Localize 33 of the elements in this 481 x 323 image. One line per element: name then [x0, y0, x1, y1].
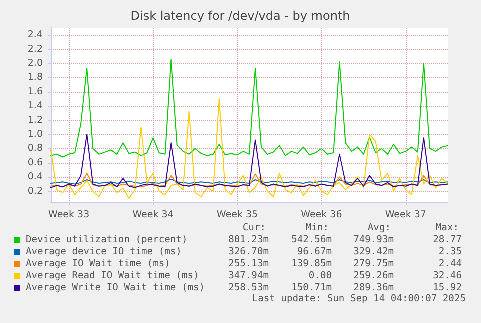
- y-tick-label: 0.2: [28, 186, 43, 197]
- x-tick-label: Week 35: [216, 210, 258, 220]
- legend-label: Average device IO time (ms): [26, 246, 182, 258]
- legend-label: Average Read IO Wait time (ms): [26, 270, 200, 282]
- y-tick-label: 0.6: [28, 157, 43, 168]
- y-tick-label: 2.0: [28, 58, 43, 70]
- y-tick-label: 2.2: [28, 44, 43, 55]
- text: 255.13m 139.85m 279.75m 2.44: [228, 258, 462, 270]
- text: 258.53m 150.71m 289.36m 15.92: [228, 282, 462, 294]
- y-tick-label: 1.8: [28, 72, 43, 84]
- text: 801.23m 542.56m 749.93m 28.77: [228, 234, 462, 246]
- legend-label: Device utilization (percent): [26, 234, 188, 246]
- text: 326.70m 96.67m 329.42m 2.35: [228, 246, 462, 258]
- x-tick-label: Week 37: [385, 210, 426, 220]
- legend-label: Average IO Wait time (ms): [26, 258, 170, 270]
- line-series: [50, 134, 448, 188]
- chart-title: Disk latency for /dev/vda - by month: [130, 9, 350, 23]
- text: Cur: Min: Avg: Max:: [242, 222, 459, 234]
- text: Last update: Sun Sep 14 04:00:07 2025: [252, 294, 466, 304]
- x-tick-label: Week 34: [132, 210, 174, 220]
- text: 347.94m 0.00 259.26m 32.46: [228, 270, 462, 282]
- y-tick-label: 1.4: [28, 100, 43, 112]
- y-tick-label: 2.4: [28, 30, 43, 41]
- x-tick-label: Week 33: [48, 210, 90, 220]
- legend-label: Average Write IO Wait time (ms): [26, 282, 206, 294]
- y-tick-label: 0.8: [28, 143, 43, 154]
- y-tick-label: 1.2: [28, 114, 43, 126]
- y-tick-label: 1.6: [28, 86, 43, 98]
- line-series: [50, 58, 448, 158]
- y-tick-label: 0.4: [28, 172, 43, 183]
- y-tick-label: 1.0: [28, 129, 43, 140]
- line-series: [50, 98, 448, 199]
- x-tick-label: Week 36: [301, 210, 342, 220]
